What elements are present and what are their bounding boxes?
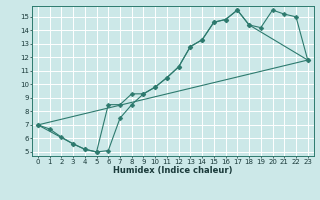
X-axis label: Humidex (Indice chaleur): Humidex (Indice chaleur) <box>113 166 233 175</box>
